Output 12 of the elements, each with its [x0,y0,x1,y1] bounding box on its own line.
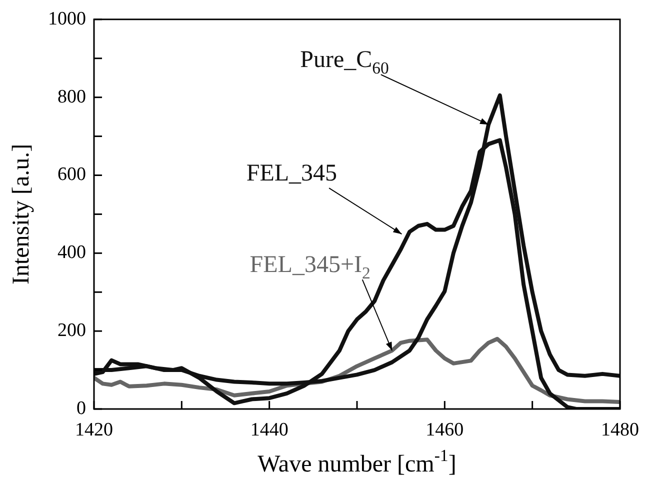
y-tick-label: 400 [58,242,86,264]
y-tick-label: 0 [76,398,86,419]
x-tick-label: 1460 [426,419,464,440]
x-tick-label: 1480 [601,419,639,440]
y-tick-label: 600 [58,164,86,186]
x-tick-label: 1420 [75,419,113,440]
y-axis-title: Intensity [a.u.] [8,144,34,285]
annotation: FEL_345 [246,160,338,186]
y-tick-label: 1000 [48,8,86,30]
x-tick-label: 1440 [250,419,288,440]
y-tick-label: 200 [58,320,86,342]
y-tick-label: 800 [58,86,86,108]
